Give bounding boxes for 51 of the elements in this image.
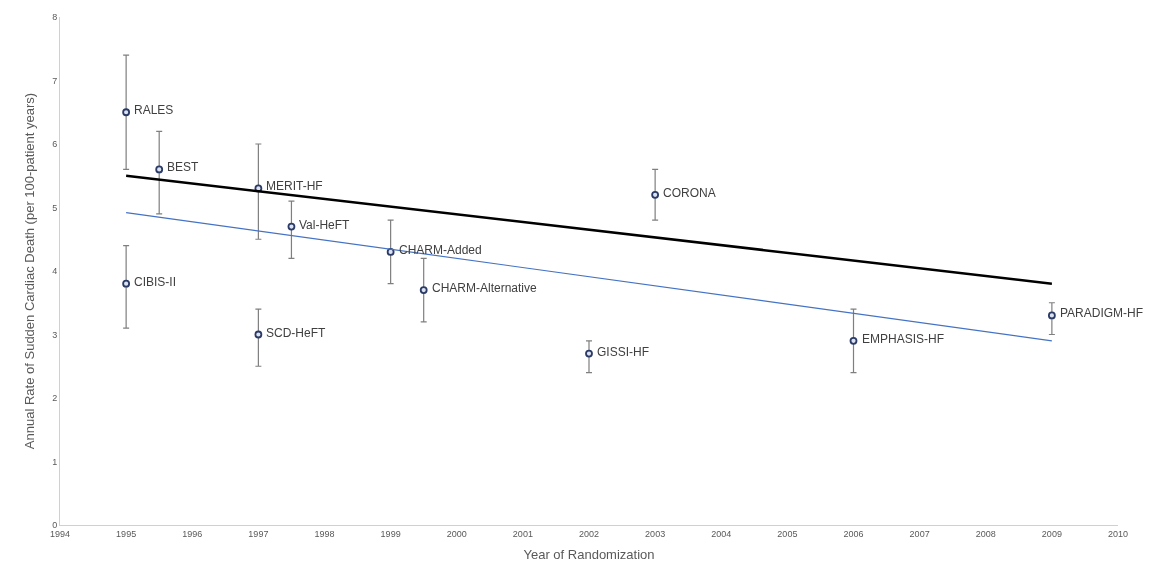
x-tick-label: 2009 <box>1041 528 1062 539</box>
y-tick-label: 7 <box>52 75 58 86</box>
annotation: SCD-HeFT <box>266 326 326 340</box>
y-tick-label: 8 <box>52 12 58 23</box>
annotation: CHARM-Added <box>399 243 482 257</box>
y-tick-label: 5 <box>52 202 58 213</box>
point <box>419 286 428 294</box>
point <box>386 248 395 256</box>
annotation: CHARM-Alternative <box>432 281 538 295</box>
x-tick-label: 1994 <box>49 528 71 539</box>
x-tick-label: 1997 <box>248 528 269 539</box>
y-tick-label: 4 <box>52 266 58 277</box>
x-tick-label: 2007 <box>909 528 930 539</box>
point <box>155 165 164 174</box>
x-tick-label: 2003 <box>645 528 666 539</box>
x-tick-label: 1996 <box>182 528 203 539</box>
x-tick-label: 2008 <box>975 528 996 539</box>
point <box>585 349 593 358</box>
x-tick-label: 2002 <box>578 528 600 539</box>
x-tick-label: 2004 <box>711 528 732 539</box>
point <box>287 222 296 231</box>
point <box>849 336 858 345</box>
point <box>1047 311 1056 320</box>
x-tick-label: 2000 <box>446 528 467 539</box>
x-tick-label: 1998 <box>314 528 335 539</box>
annotation: MERIT-HF <box>266 179 323 193</box>
annotation: CIBIS-II <box>134 275 177 289</box>
annotation: RALES <box>134 103 174 117</box>
x-tick-label: 2001 <box>512 528 533 539</box>
y-tick-label: 6 <box>52 139 58 150</box>
annotation: BEST <box>167 160 200 174</box>
y-axis-title: Annual Rate of Sudden Cardiac Death (per 100-patient years) <box>22 92 38 450</box>
x-tick-label: 2006 <box>843 528 864 539</box>
annotation: CORONA <box>663 186 716 200</box>
y-tick-label: 0 <box>52 520 58 531</box>
x-tick-label: 2005 <box>777 528 798 539</box>
x-axis-title: Year of Randomization <box>523 547 655 563</box>
point <box>254 330 263 339</box>
annotation: EMPHASIS-HF <box>862 332 945 346</box>
y-tick-label: 2 <box>52 393 58 404</box>
x-tick-label: 1999 <box>380 528 401 539</box>
x-tick-label: 2010 <box>1107 528 1129 539</box>
x-tick-label: 1995 <box>116 528 137 539</box>
y-tick-label: 1 <box>52 456 58 467</box>
point <box>122 108 131 117</box>
point <box>122 279 131 288</box>
annotation: PARADIGM-HF <box>1060 306 1144 320</box>
annotation: GISSI-HF <box>597 345 650 359</box>
y-tick-label: 3 <box>52 329 58 340</box>
annotation: Val-HeFT <box>299 218 351 232</box>
point <box>651 190 660 199</box>
